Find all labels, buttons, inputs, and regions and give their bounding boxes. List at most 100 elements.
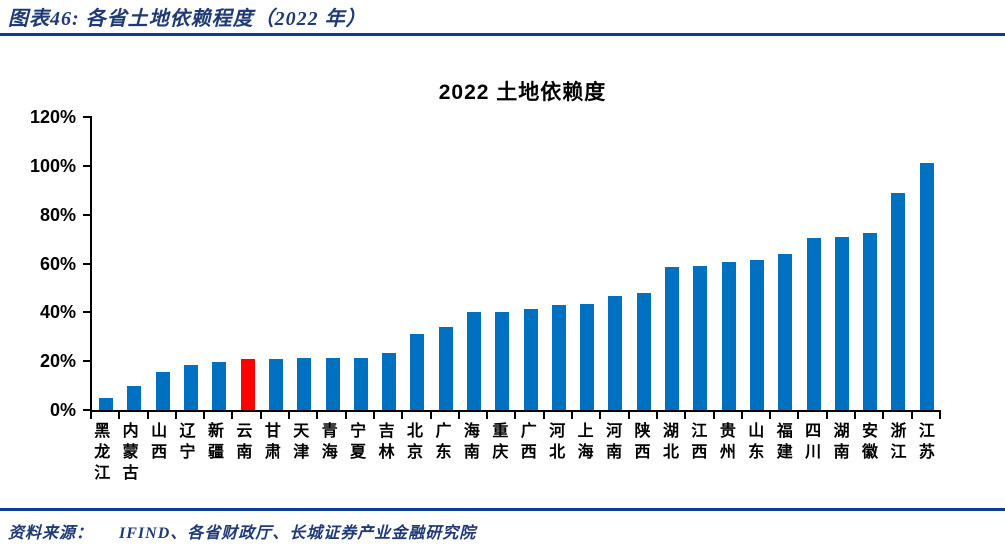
bar (127, 385, 142, 410)
x-tick-label: 新疆 (207, 423, 224, 461)
bar-slot (375, 117, 403, 410)
bar-slot (262, 117, 290, 410)
bar-slot (771, 117, 799, 410)
bar (353, 357, 368, 410)
bar (665, 267, 680, 410)
bar-slot (799, 117, 827, 410)
bar (99, 397, 114, 410)
y-tick-mark (83, 116, 92, 118)
x-tick-label: 青海 (321, 423, 338, 461)
bar-slot (658, 117, 686, 410)
x-tick-mark (686, 412, 715, 419)
y-tick-label: 60% (39, 253, 76, 274)
bar (325, 357, 340, 410)
x-tick-mark (233, 412, 262, 419)
x-tick-label: 广东 (435, 423, 452, 461)
source-label: 资料来源： (8, 525, 94, 542)
bar (155, 372, 170, 410)
bar (212, 362, 227, 410)
y-tick-label: 120% (29, 107, 76, 127)
figure-title: 图表46: 各省土地依赖程度（2022 年） (8, 8, 367, 30)
bar-slot (913, 117, 941, 410)
bar-slot (460, 117, 488, 410)
bar (863, 232, 878, 410)
x-tick-mark (318, 412, 347, 419)
bar-slot (120, 117, 148, 410)
bar-slot (856, 117, 884, 410)
x-tick-mark (545, 412, 574, 419)
bar-slot (149, 117, 177, 410)
y-tick-mark (83, 213, 92, 216)
x-tick-mark (573, 412, 602, 419)
bar-slot (884, 117, 912, 410)
x-tick-label: 甘肃 (264, 423, 281, 461)
y-tick-label: 40% (39, 302, 76, 323)
bar-slot (516, 117, 544, 410)
figure-header: 图表46: 各省土地依赖程度（2022 年） (0, 0, 1005, 36)
x-tick-label: 山东 (748, 423, 765, 461)
y-tick-label: 80% (39, 204, 76, 225)
bar (495, 312, 510, 410)
x-tick-mark (262, 412, 291, 419)
x-tick-label: 浙江 (890, 423, 907, 461)
chart-title: 2022 土地依赖度 (438, 81, 607, 104)
x-tick-label: 湖北 (662, 423, 679, 461)
y-tick-mark (83, 164, 92, 167)
bar-slot (715, 117, 743, 410)
bar (467, 312, 481, 410)
x-tick-mark (347, 412, 375, 419)
bar-slot (318, 117, 346, 410)
x-tick-label: 陕西 (634, 423, 651, 461)
x-tick-mark (799, 412, 828, 419)
x-tick-mark (92, 412, 121, 419)
x-tick-label: 吉林 (378, 423, 395, 461)
x-tick-label: 云南 (236, 423, 253, 461)
x-tick-label: 贵州 (719, 423, 736, 461)
x-tick-label: 海南 (463, 423, 480, 461)
x-tick-mark (630, 412, 658, 419)
x-tick-label: 河北 (549, 423, 566, 461)
bar (636, 292, 651, 410)
bar (834, 236, 849, 410)
bar-slot (828, 117, 856, 410)
x-tick-mark (856, 412, 885, 419)
x-tick-mark (177, 412, 206, 419)
x-tick-mark (601, 412, 630, 419)
bar (410, 334, 425, 410)
bar-slot (347, 117, 375, 410)
x-tick-mark (290, 412, 319, 419)
bar (551, 305, 566, 410)
bar (608, 296, 623, 410)
plot-area (83, 116, 941, 412)
bar-slot (573, 117, 601, 410)
bar-slot (205, 117, 233, 410)
y-tick-label: 0% (49, 400, 76, 420)
x-tick-label: 北京 (407, 423, 424, 461)
x-tick-mark (432, 412, 460, 419)
land-dependency-bar-chart: 2022 土地依赖度 0% 20% 40% 60% 80% 100% 120% 黑龙江内蒙古… (0, 78, 1005, 484)
x-tick-label: 上海 (577, 423, 594, 461)
bar-slot (630, 117, 658, 410)
bar-slot (743, 117, 771, 410)
y-tick-mark (83, 360, 92, 363)
x-tick-label: 福建 (776, 423, 793, 461)
bar (693, 265, 708, 410)
x-tick-label: 江苏 (918, 423, 935, 461)
bar (580, 303, 595, 410)
bar (438, 326, 453, 410)
x-tick-mark (516, 412, 545, 419)
bar-highlighted (240, 358, 255, 410)
x-tick-mark (715, 412, 743, 419)
x-tick-label: 宁夏 (350, 423, 367, 461)
bar-slot (601, 117, 629, 410)
x-axis-ticks (90, 412, 941, 419)
bar-slot (545, 117, 573, 410)
x-tick-mark (149, 412, 177, 419)
bar-slot (177, 117, 205, 410)
x-tick-label: 黑龙江 (94, 423, 111, 482)
bar-slot (686, 117, 714, 410)
x-tick-mark (375, 412, 404, 419)
x-tick-mark (658, 412, 687, 419)
x-tick-label: 重庆 (492, 423, 509, 461)
